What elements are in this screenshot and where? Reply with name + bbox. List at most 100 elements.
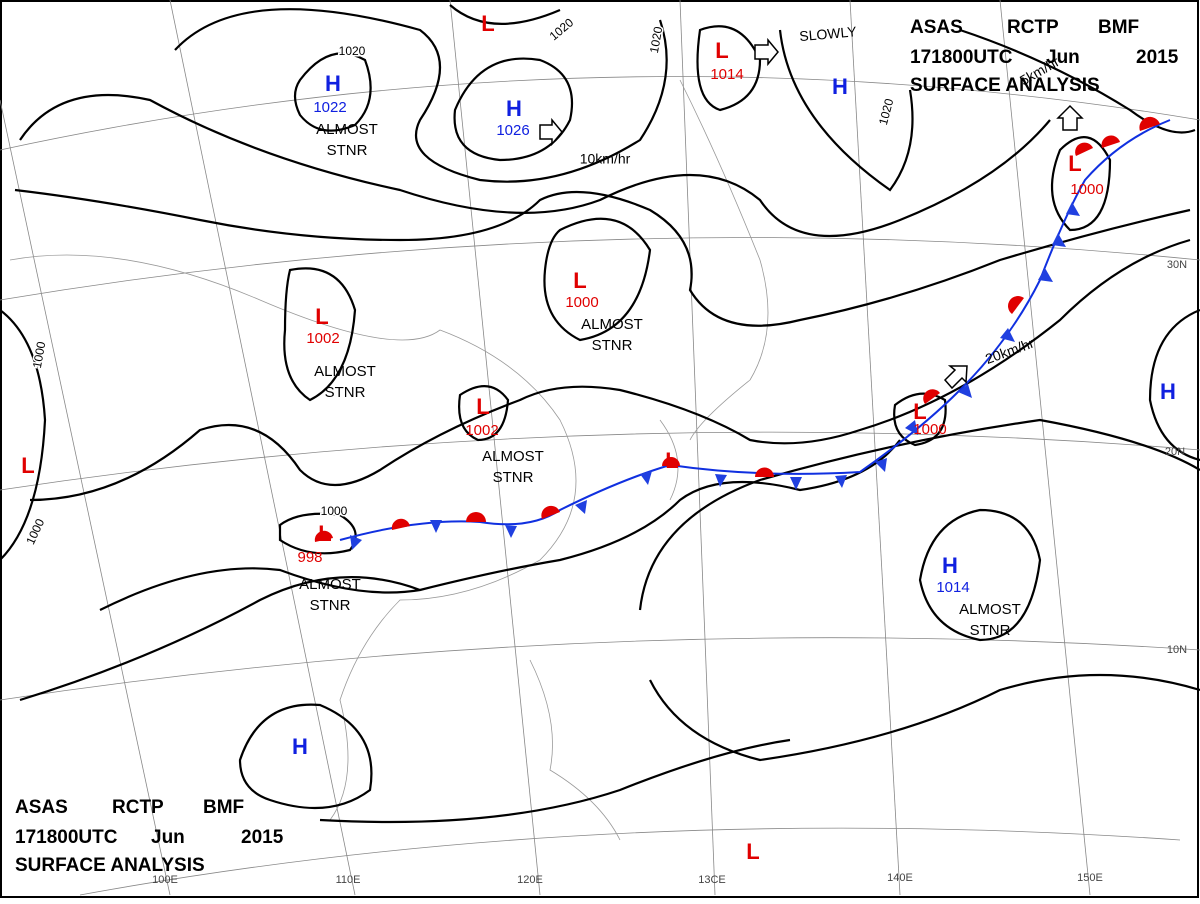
isobar	[1050, 136, 1112, 232]
cold-front-triangles	[350, 202, 1080, 550]
pressure-symbol: L	[913, 399, 926, 424]
isobar	[918, 508, 1042, 642]
motion-label: SLOWLY	[799, 23, 858, 44]
motion-arrow	[1056, 104, 1084, 131]
motion-arrows	[539, 37, 1084, 390]
pressure-symbol: H	[832, 74, 848, 99]
stationary-note: ALMOST	[581, 316, 643, 333]
longitude-label: 110E	[336, 874, 361, 886]
pressure-value: 1000	[913, 421, 946, 438]
header-time: 171800UTC	[15, 827, 118, 848]
isobar	[19, 93, 1051, 238]
isobar	[283, 267, 357, 402]
longitude-label: 140E	[887, 872, 913, 884]
lat-line	[0, 431, 1200, 491]
lon-line	[849, 0, 901, 896]
header-office: BMF	[203, 797, 244, 818]
pressure-symbol: L	[573, 268, 586, 293]
longitude-label: 100E	[152, 874, 178, 886]
header-time: 171800UTC	[910, 47, 1013, 68]
lat-line	[79, 827, 1181, 896]
pressure-value: 1014	[710, 66, 743, 83]
isobar	[174, 8, 668, 183]
header-office: BMF	[1098, 17, 1139, 38]
pressure-value: 1002	[465, 422, 498, 439]
stationary-note: ALMOST	[482, 448, 544, 465]
latitude-label: 10N	[1167, 644, 1187, 656]
header-station: RCTP	[1007, 17, 1059, 38]
isobars	[0, 4, 1200, 824]
pressure-symbol: H	[325, 71, 341, 96]
pressure-symbol: H	[942, 553, 958, 578]
pressure-value: 1000	[1070, 181, 1103, 198]
header-year: 2015	[241, 827, 284, 848]
isobar	[1148, 308, 1200, 462]
latitude-label: 30N	[1167, 259, 1187, 271]
header-month: Jun	[1046, 47, 1080, 68]
stationary-note: STNR	[493, 469, 534, 486]
stationary-note: STNR	[310, 597, 351, 614]
pressure-symbol: L	[665, 448, 678, 473]
motion-arrow	[754, 37, 779, 67]
longitude-label: 150E	[1077, 872, 1103, 884]
isobar	[293, 52, 372, 132]
header-name: SURFACE ANALYSIS	[910, 75, 1100, 96]
lon-line	[999, 0, 1091, 896]
pressure-symbol: L	[481, 11, 494, 36]
lat-line	[0, 76, 1200, 151]
isobar	[638, 418, 1200, 611]
pressure-symbol: L	[476, 394, 489, 419]
isobar-label: 1020	[647, 25, 665, 54]
coastlines	[9, 79, 769, 841]
motion-arrow	[943, 365, 968, 390]
isobar	[14, 188, 1191, 327]
pressure-value: 1026	[496, 122, 529, 139]
front	[314, 116, 1171, 550]
isobar	[453, 57, 574, 162]
pressure-value: 1000	[565, 294, 598, 311]
pressure-value: 1014	[936, 579, 969, 596]
isobar	[319, 738, 791, 824]
pressure-symbol: H	[1160, 379, 1176, 404]
pressure-value: 1022	[313, 99, 346, 116]
stationary-note: ALMOST	[314, 363, 376, 380]
stationary-note: STNR	[325, 384, 366, 401]
pressure-value: 998	[297, 549, 322, 566]
lon-line	[679, 0, 716, 896]
header-product: ASAS	[15, 797, 68, 818]
isobar	[238, 703, 373, 810]
header-month: Jun	[151, 827, 185, 848]
isobar	[0, 309, 47, 561]
warm-front-semicircles	[314, 116, 1160, 542]
stationary-note: STNR	[592, 337, 633, 354]
pressure-symbol: H	[292, 734, 308, 759]
header-year: 2015	[1136, 47, 1179, 68]
coastline	[529, 659, 621, 841]
stationary-note: ALMOST	[959, 601, 1021, 618]
pressure-symbol: L	[318, 521, 331, 546]
pressure-value: 1002	[306, 330, 339, 347]
isobar-label: 1000	[321, 504, 348, 518]
lat-line	[0, 237, 1200, 301]
motion-label: 10km/hr	[580, 151, 631, 167]
longitude-label: 120E	[517, 874, 543, 886]
isobar	[29, 238, 1191, 502]
stationary-note: STNR	[327, 142, 368, 159]
coastline	[9, 254, 577, 821]
pressure-symbol: H	[506, 96, 522, 121]
isobar	[959, 28, 1196, 134]
lat-line	[0, 637, 1200, 701]
isobar	[778, 29, 914, 192]
isobar	[649, 673, 1200, 762]
stationary-note: ALMOST	[316, 121, 378, 138]
pressure-symbol: L	[746, 839, 759, 864]
header-name: SURFACE ANALYSIS	[15, 855, 205, 876]
pressure-symbol: L	[21, 453, 34, 478]
longitude-label: 13CE	[698, 874, 726, 886]
pressure-symbol: L	[315, 304, 328, 329]
coastline	[679, 79, 769, 441]
isobar	[449, 4, 561, 25]
